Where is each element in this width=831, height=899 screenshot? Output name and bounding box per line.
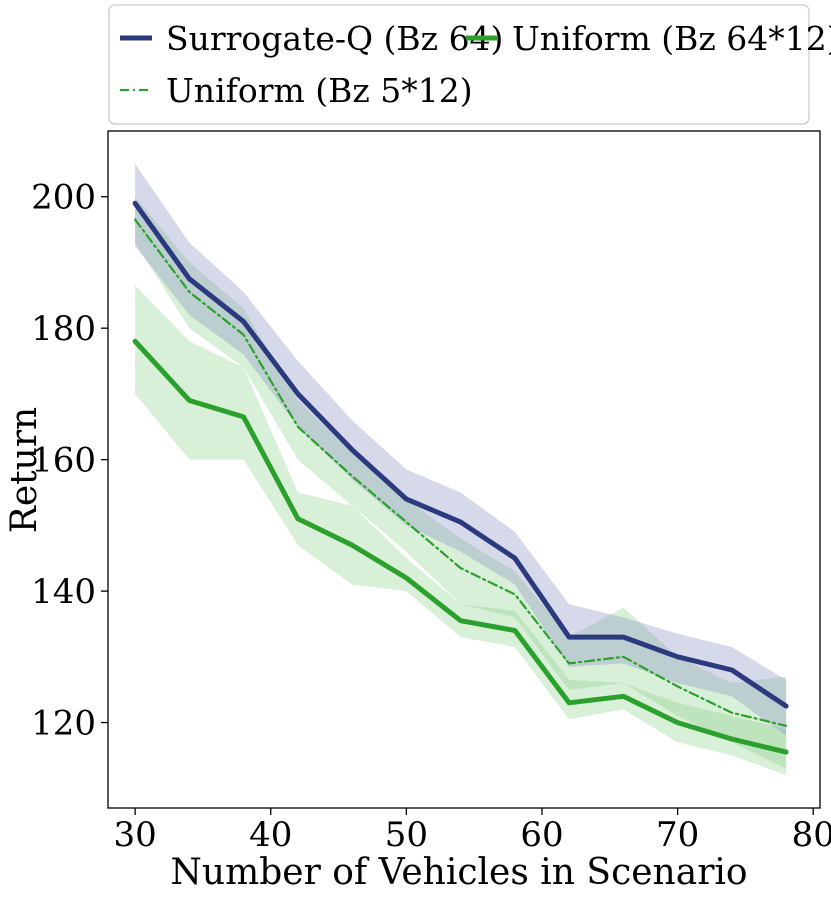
x-tick-label: 70 bbox=[656, 815, 699, 855]
series-line-uniform-bz-5x12 bbox=[134, 218, 788, 727]
legend-label-uniform-bz-64x12: Uniform (Bz 64*12) bbox=[512, 19, 831, 58]
y-tick-label: 160 bbox=[31, 441, 96, 481]
x-axis-label: Number of Vehicles in Scenario bbox=[170, 852, 747, 893]
band-surrogate-q-bz-64 bbox=[135, 163, 787, 736]
x-axis-ticks: 30 40 50 60 70 80 bbox=[113, 808, 831, 855]
band-uniform-bz-64x12 bbox=[135, 285, 787, 776]
x-tick-label: 40 bbox=[249, 815, 292, 855]
x-tick-label: 80 bbox=[792, 815, 831, 855]
plot-frame bbox=[107, 130, 821, 809]
legend-label-surrogate-q: Surrogate-Q (Bz 64) bbox=[166, 19, 503, 58]
legend: Surrogate-Q (Bz 64) Uniform (Bz 64*12) U… bbox=[108, 4, 831, 125]
series-lines bbox=[132, 200, 789, 755]
y-axis-label: Return bbox=[4, 407, 45, 533]
y-tick-label: 200 bbox=[31, 178, 96, 218]
y-tick-label: 140 bbox=[31, 572, 96, 612]
series-line-uniform-bz-64x12 bbox=[132, 338, 789, 755]
x-tick-label: 60 bbox=[520, 815, 563, 855]
legend-label-uniform-bz-5x12: Uniform (Bz 5*12) bbox=[166, 71, 473, 110]
legend-box bbox=[108, 4, 810, 125]
y-tick-label: 180 bbox=[31, 309, 96, 349]
y-axis-ticks: 120 140 160 180 200 bbox=[31, 178, 108, 744]
y-tick-label: 120 bbox=[31, 704, 96, 744]
x-tick-label: 50 bbox=[385, 815, 428, 855]
confidence-bands bbox=[135, 163, 787, 776]
band-uniform-bz-5x12 bbox=[135, 196, 787, 769]
series-line-surrogate-q-bz-64 bbox=[132, 200, 789, 709]
x-tick-label: 30 bbox=[113, 815, 156, 855]
